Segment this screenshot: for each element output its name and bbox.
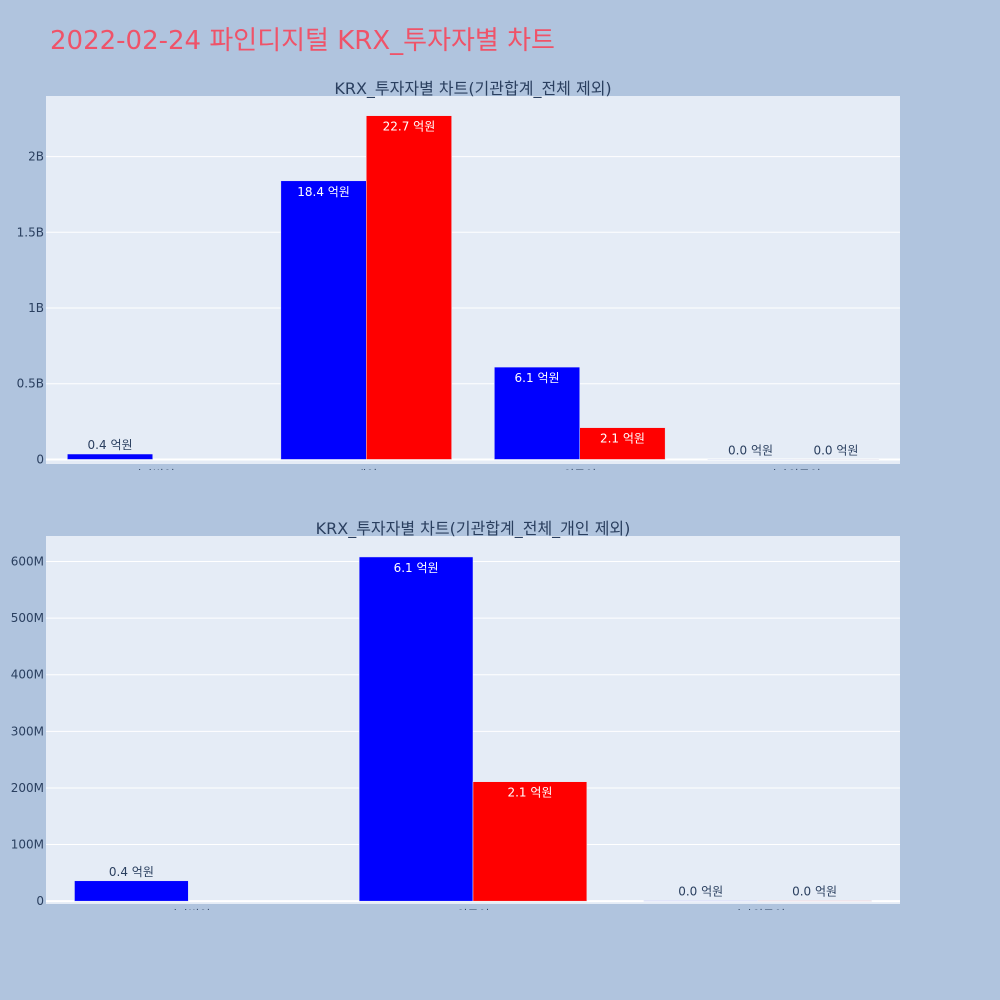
- bar-value-label: 0.0 억원: [728, 443, 773, 457]
- bar: [74, 880, 189, 902]
- bar: [579, 427, 666, 460]
- y-tick-label: 600M: [11, 554, 44, 568]
- x-tick-label: 개인: [355, 468, 377, 470]
- chart-title: KRX_투자자별 차트(기관합계_전체_개인 제외): [316, 519, 631, 539]
- x-tick-label: 기타법인: [131, 468, 175, 470]
- bar-value-label: 2.1 억원: [600, 432, 645, 446]
- chart-title: KRX_투자자별 차트(기관합계_전체 제외): [334, 79, 611, 99]
- bar-value-label: 0.4 억원: [88, 438, 133, 452]
- x-tick-label: 외국인: [563, 468, 596, 470]
- bar: [472, 781, 588, 902]
- x-tick-label: 기타법인: [166, 908, 210, 910]
- bar-value-label: 18.4 억원: [297, 185, 350, 199]
- bar: [67, 453, 153, 460]
- bar-value-label: 0.4 억원: [109, 865, 154, 879]
- bar-value-label: 0.0 억원: [678, 885, 723, 899]
- bar-value-label: 2.1 억원: [507, 786, 552, 800]
- bar: [280, 180, 367, 460]
- y-tick-label: 0.5B: [17, 377, 44, 391]
- chart-all-investors: KRX_투자자별 차트(기관합계_전체 제외) 0 0.5B 1B 1.5B 2B 기타법인…: [17, 79, 900, 470]
- y-tick-label: 300M: [11, 724, 44, 738]
- y-tick-label: 500M: [11, 611, 44, 625]
- bar-value-label: 0.0 억원: [792, 885, 837, 899]
- bar: [643, 900, 758, 902]
- chart-excluding-individuals: KRX_투자자별 차트(기관합계_전체_개인 제외) 0 100M 200M 300M 4…: [11, 519, 900, 910]
- y-tick-label: 100M: [11, 838, 44, 852]
- bar: [358, 556, 474, 902]
- bar: [366, 115, 452, 460]
- plot-area: [46, 96, 900, 464]
- y-tick-label: 0: [36, 452, 44, 466]
- y-tick-label: 0: [36, 894, 44, 908]
- page-title: 2022-02-24 파인디지털 KRX_투자자별 차트: [50, 26, 555, 56]
- bar: [757, 900, 872, 902]
- x-tick-label: 외국인: [456, 908, 489, 910]
- bar-value-label: 6.1 억원: [515, 371, 560, 385]
- x-tick-label: 기타외국인: [730, 908, 785, 910]
- y-tick-label: 2B: [28, 150, 44, 164]
- y-tick-label: 200M: [11, 781, 44, 795]
- bar-value-label: 0.0 억원: [813, 443, 858, 457]
- y-tick-label: 1.5B: [17, 225, 44, 239]
- bar-value-label: 6.1 억원: [394, 561, 439, 575]
- bar: [494, 366, 581, 460]
- bar-value-label: 22.7 억원: [383, 120, 436, 134]
- x-tick-label: 기타외국인: [766, 468, 821, 470]
- y-tick-label: 1B: [28, 301, 44, 315]
- y-tick-label: 400M: [11, 668, 44, 682]
